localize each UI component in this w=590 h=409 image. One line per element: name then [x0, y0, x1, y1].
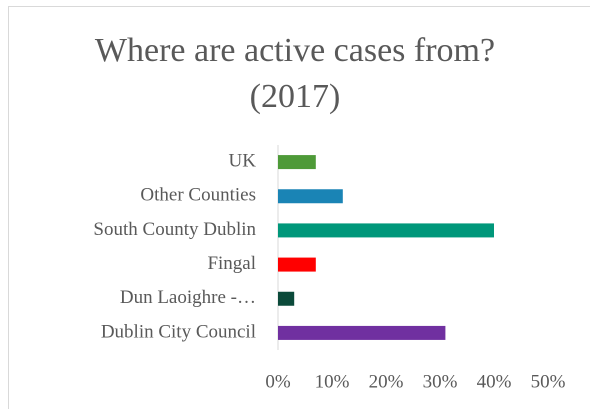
y-tick-label: Fingal: [207, 253, 256, 274]
x-tick-label: 40%: [477, 371, 512, 392]
y-tick-label: UK: [229, 150, 257, 171]
bar: [278, 223, 494, 238]
bar: [278, 155, 316, 170]
bar: [278, 325, 446, 340]
x-tick-label: 30%: [423, 371, 458, 392]
y-tick-label: South County Dublin: [93, 219, 256, 240]
x-tick-label: 0%: [265, 371, 291, 392]
chart-title: Where are active cases from? (2017): [94, 32, 496, 115]
y-tick-label: Other Counties: [140, 185, 256, 206]
bar: [278, 189, 343, 204]
x-tick-label: 20%: [369, 371, 404, 392]
chart-border: [8, 6, 590, 409]
x-tick-label: 50%: [531, 371, 566, 392]
x-tick-label: 10%: [315, 371, 350, 392]
y-tick-label: Dublin City Council: [101, 321, 256, 342]
bar: [278, 257, 316, 272]
y-tick-label: Dun Laoighre -…: [120, 287, 256, 308]
bar: [278, 291, 295, 306]
